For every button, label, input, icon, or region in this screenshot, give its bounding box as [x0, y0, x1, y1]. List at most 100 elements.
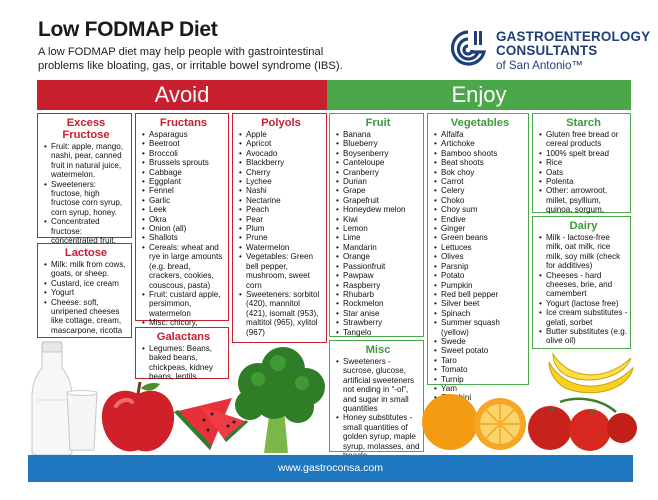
galactans-list: Legumes: Beans, baked beans, chickpeas, … — [142, 344, 225, 382]
list-item: Blueberry — [336, 139, 420, 149]
galactans-box: Galactans Legumes: Beans, baked beans, c… — [135, 327, 229, 382]
list-item: Passionfruit — [336, 262, 420, 272]
list-item: Legumes: Beans, baked beans, chickpeas, … — [142, 344, 225, 382]
list-item: Apricot — [239, 139, 323, 149]
fructans-title: Fructans — [159, 117, 208, 129]
list-item: Cabbage — [142, 168, 225, 178]
list-item: 100% spelt bread — [539, 149, 628, 159]
galactans-title: Galactans — [156, 331, 211, 343]
list-item: Cranberry — [336, 168, 420, 178]
list-item: Pawpaw — [336, 271, 420, 281]
logo-line-2: CONSULTANTS — [496, 43, 598, 58]
list-item: Grape — [336, 186, 420, 196]
lactose-title: Lactose — [64, 247, 108, 259]
list-item: Kiwi — [336, 215, 420, 225]
list-item: Potato — [434, 271, 526, 281]
polyols-box: Polyols Apple Apricot Avocado Blackberry… — [232, 113, 327, 343]
list-item: Broccoli — [142, 149, 225, 159]
list-item: Bok choy — [434, 168, 526, 178]
starch-box: Starch Gluten free bread or cereal produ… — [532, 113, 631, 224]
list-item: Cheeses - hard cheeses, brie, and camemb… — [539, 271, 628, 299]
glass-of-milk-image — [66, 390, 98, 451]
list-item: Endive — [434, 215, 526, 225]
fruit-box: Fruit Banana Blueberry Boysenberry Cante… — [329, 113, 424, 337]
list-item: Banana — [336, 130, 420, 140]
list-item: Beetroot — [142, 139, 225, 149]
list-item: Rockmelon — [336, 299, 420, 309]
list-item: Tangelo — [336, 328, 420, 338]
fructans-box: Fructans Asparagus Beetroot Broccoli Bru… — [135, 113, 229, 337]
page-title: Low FODMAP Diet — [38, 18, 218, 41]
list-item: Vegetables: Green bell pepper, mushroom,… — [239, 252, 323, 290]
list-item: Milk - lactose-free milk, oat milk, rice… — [539, 233, 628, 271]
list-item: Garlic — [142, 196, 225, 206]
list-item: Yogurt (lactose free) — [539, 299, 628, 309]
list-item: Sweeteners: fructose, high fructose corn… — [44, 180, 128, 218]
list-item: Cherry — [239, 168, 323, 178]
list-item: Turnip — [434, 375, 526, 385]
list-item: Fruit: apple, mango, nashi, pear, canned… — [44, 142, 128, 180]
list-item: Leek — [142, 205, 225, 215]
list-item: Green beans — [434, 233, 526, 243]
list-item: Sweeteners: sorbitol (420), mannitol (42… — [239, 290, 323, 337]
list-item: Mandarin — [336, 243, 420, 253]
list-item: Honey substitutes - small quantities of … — [336, 413, 420, 460]
list-item: Durian — [336, 177, 420, 187]
list-item: Grapefruit — [336, 196, 420, 206]
list-item: Fruit: custard apple, persimmon, waterme… — [142, 290, 225, 318]
footer-url-bar[interactable]: www.gastroconsa.com — [28, 455, 633, 482]
bananas-image — [548, 352, 634, 394]
list-item: Ice cream substitutes - gelati, sorbet — [539, 308, 628, 327]
logo-line-1: GASTROENTEROLOGY — [496, 29, 651, 44]
list-item: Ginger — [434, 224, 526, 234]
list-item: Parsnip — [434, 262, 526, 272]
list-item: Artichoke — [434, 139, 526, 149]
list-item: Alfalfa — [434, 130, 526, 140]
list-item: Cheese: soft, unripened cheeses like cot… — [44, 298, 128, 336]
list-item: Choy sum — [434, 205, 526, 215]
list-item: Custard, ice cream — [44, 279, 128, 289]
list-item: Asparagus — [142, 130, 225, 140]
tomatoes-image — [528, 397, 637, 451]
list-item: Yogurt — [44, 288, 128, 298]
list-item: Shallots — [142, 233, 225, 243]
list-item: Milk: milk from cows, goats, or sheep. — [44, 260, 128, 279]
list-item: Strawberry — [336, 318, 420, 328]
starch-title: Starch — [566, 117, 601, 129]
list-item: Red bell pepper — [434, 290, 526, 300]
list-item: Blackberry — [239, 158, 323, 168]
misc-title: Misc — [365, 344, 391, 356]
excess-fructose-box: Excess Fructose Fruit: apple, mango, nas… — [37, 113, 132, 273]
list-item: Oats — [539, 168, 628, 178]
list-item: Olives — [434, 252, 526, 262]
dairy-box: Dairy Milk - lactose-free milk, oat milk… — [532, 216, 631, 349]
lactose-list: Milk: milk from cows, goats, or sheep. C… — [44, 260, 128, 335]
logo-icon — [450, 30, 487, 66]
list-item: Onion (all) — [142, 224, 225, 234]
list-item: Bamboo shoots — [434, 149, 526, 159]
list-item: Cereals: wheat and rye in large amounts … — [142, 243, 225, 290]
list-item: Watermelon — [239, 243, 323, 253]
list-item: Nashi — [239, 186, 323, 196]
list-item: Lemon — [336, 224, 420, 234]
logo: GASTROENTEROLOGY CONSULTANTS of San Anto… — [448, 28, 650, 74]
list-item: Star anise — [336, 309, 420, 319]
list-item: Silver beet — [434, 299, 526, 309]
list-item: Honeydew melon — [336, 205, 420, 215]
fruit-list: Banana Blueberry Boysenberry Canteloupe … — [336, 130, 420, 337]
fruit-title: Fruit — [365, 117, 391, 129]
list-item: Taro — [434, 356, 526, 366]
list-item: Apple — [239, 130, 323, 140]
list-item: Okra — [142, 215, 225, 225]
list-item: Fennel — [142, 186, 225, 196]
list-item: Plum — [239, 224, 323, 234]
polyols-title: Polyols — [261, 117, 301, 129]
list-item: Raspberry — [336, 281, 420, 291]
red-apple-image — [101, 381, 175, 452]
list-item: Boysenberry — [336, 149, 420, 159]
dairy-title: Dairy — [569, 220, 598, 232]
misc-list: Sweeteners - sucrose, glucose, artificia… — [336, 357, 420, 460]
list-item: Eggplant — [142, 177, 225, 187]
list-item: Lime — [336, 233, 420, 243]
list-item: Prune — [239, 233, 323, 243]
